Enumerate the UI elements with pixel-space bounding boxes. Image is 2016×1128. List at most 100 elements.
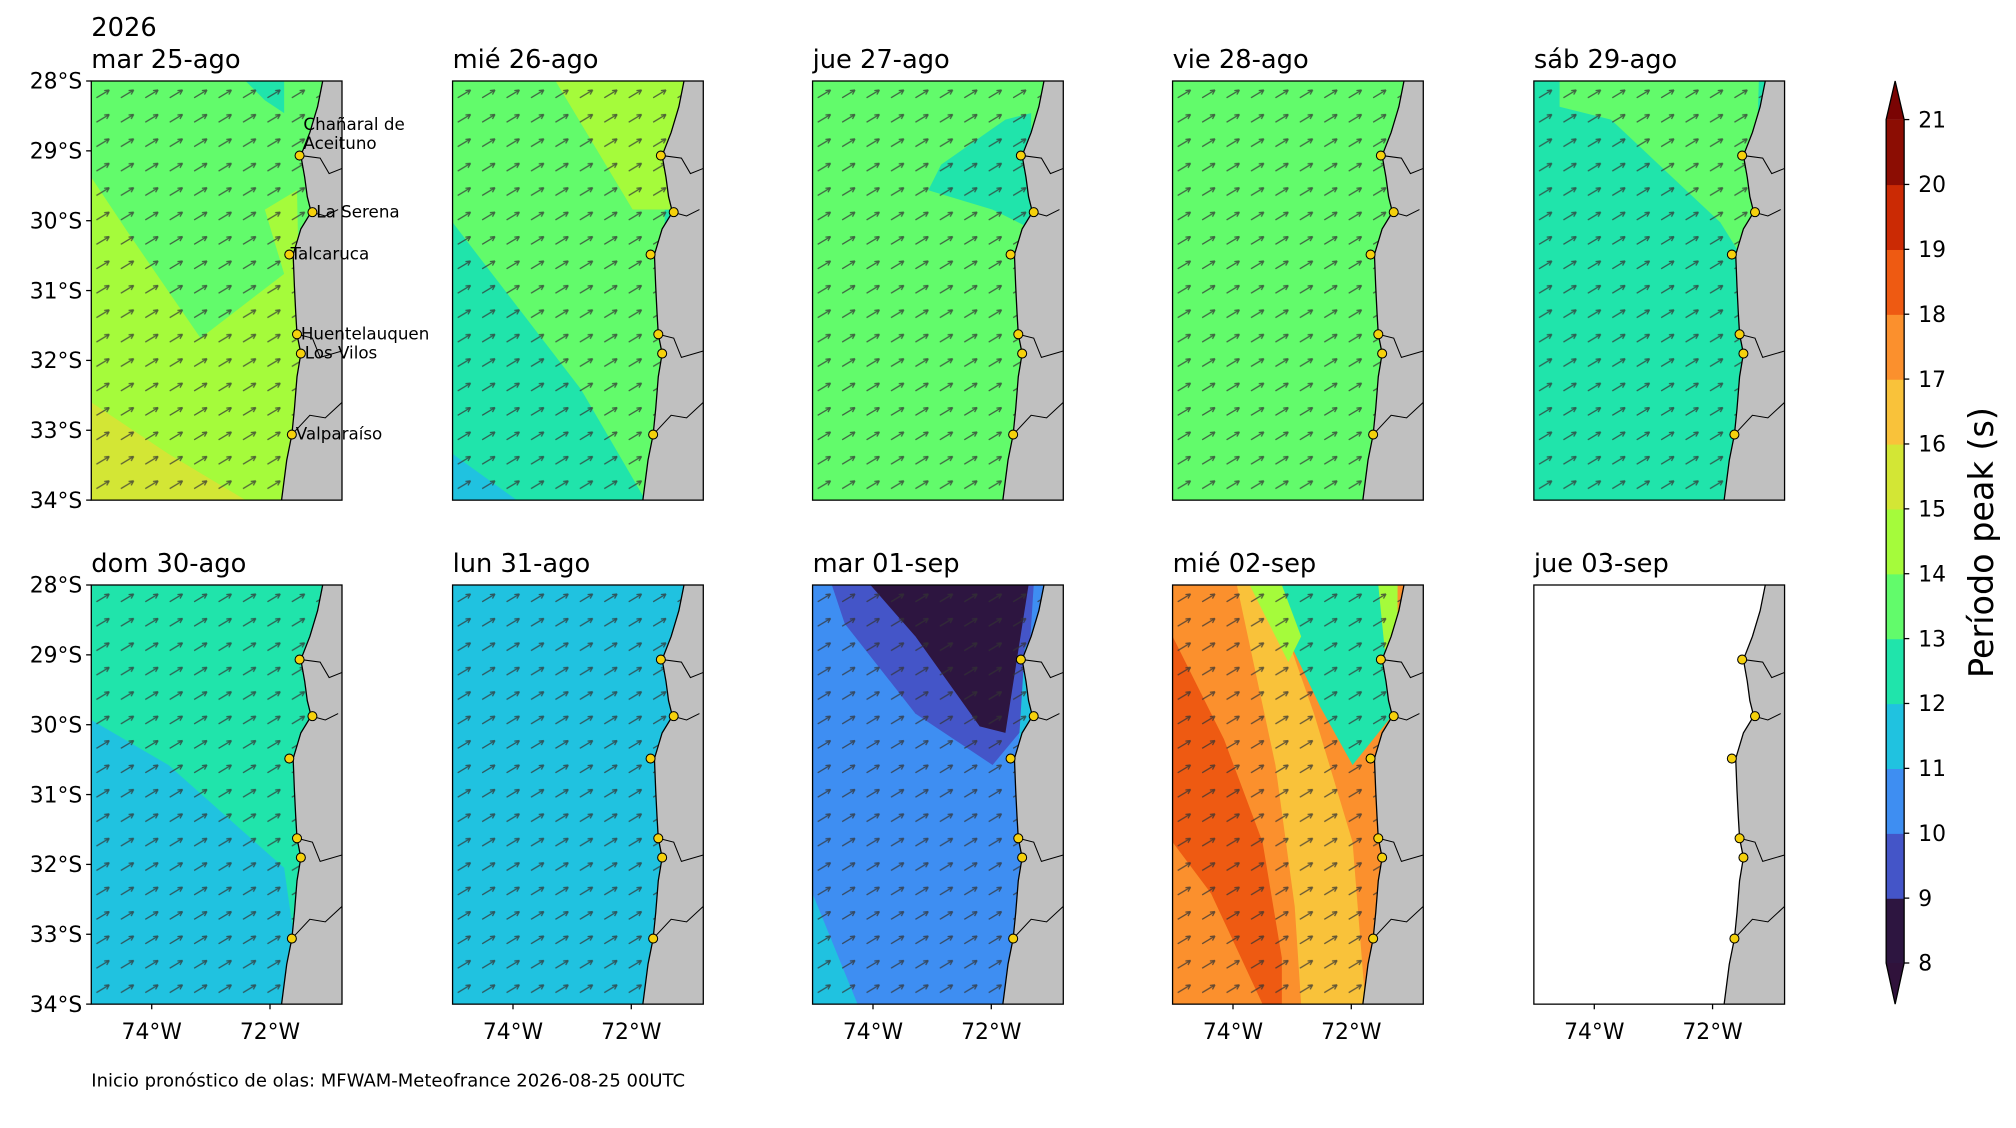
- y-tick-label: 29°S: [30, 644, 83, 669]
- land: [1002, 80, 1064, 501]
- place-label: Chañaral de Aceituno: [303, 115, 405, 155]
- location-marker: [1368, 933, 1379, 944]
- place-label: Valparaíso: [295, 425, 383, 445]
- map-panel: [91, 584, 342, 1005]
- y-tick-label: 28°S: [30, 70, 83, 95]
- location-marker: [1737, 654, 1748, 665]
- region-border: [652, 155, 704, 435]
- x-tick-label: 72°W: [961, 1020, 1021, 1045]
- panel-title: lun 31-ago: [453, 549, 591, 579]
- y-tick-label: 34°S: [30, 993, 83, 1018]
- x-tick-label: 74°W: [843, 1020, 903, 1045]
- location-marker: [1734, 329, 1745, 340]
- map-panel: [1533, 80, 1785, 501]
- colorbar-segment: [1886, 898, 1905, 964]
- region-border: [652, 659, 704, 939]
- y-tick-label: 34°S: [30, 489, 83, 514]
- colorbar-segment: [1886, 249, 1905, 315]
- location-marker: [1365, 249, 1376, 260]
- map-panel: [1172, 80, 1424, 501]
- panel-frame: [811, 584, 1064, 1005]
- colorbar-tick-label: 16: [1918, 433, 1946, 458]
- location-marker: [648, 933, 659, 944]
- location-marker: [294, 150, 305, 161]
- region-border: [1012, 155, 1064, 435]
- colorbar-tick-label: 12: [1918, 692, 1946, 717]
- location-marker: [1028, 207, 1039, 218]
- panel-title: sáb 29-ago: [1534, 45, 1677, 75]
- location-marker: [1749, 711, 1761, 722]
- panel-title: jue 27-ago: [812, 45, 950, 75]
- location-marker: [286, 933, 297, 944]
- location-marker: [1005, 753, 1016, 764]
- location-marker: [291, 329, 303, 340]
- panel-frame: [811, 80, 1064, 501]
- panel-frame: [1533, 80, 1786, 501]
- x-tick-label: 72°W: [1682, 1020, 1742, 1045]
- colorbar-tick-label: 20: [1918, 173, 1946, 198]
- colorbar-segment: [1886, 379, 1905, 445]
- place-label: Los Vilos: [304, 344, 378, 364]
- location-marker: [1737, 150, 1748, 161]
- panel-title: mar 01-sep: [813, 549, 960, 579]
- colorbar-tick-label: 9: [1918, 887, 1932, 912]
- y-tick-label: 32°S: [30, 853, 83, 878]
- colorbar-segment: [1886, 508, 1905, 575]
- location-marker: [1377, 852, 1388, 863]
- colorbar-tick-label: 17: [1918, 368, 1946, 393]
- place-label: Huentelauquen: [300, 325, 430, 345]
- year-label: 2026: [91, 13, 156, 43]
- location-marker: [1375, 654, 1386, 665]
- y-tick-label: 31°S: [30, 783, 83, 808]
- location-marker: [645, 753, 656, 764]
- location-marker: [1365, 753, 1376, 764]
- y-tick-label: 32°S: [30, 349, 83, 374]
- x-tick-label: 72°W: [601, 1020, 661, 1045]
- colorbar-tick-label: 18: [1918, 303, 1946, 328]
- colorbar-segment: [1886, 573, 1905, 640]
- location-marker: [1017, 348, 1028, 359]
- location-marker: [657, 852, 668, 863]
- map-panel: [452, 584, 704, 1005]
- map-panel: [812, 80, 1064, 501]
- location-marker: [1729, 933, 1740, 944]
- footer: Inicio pronóstico de olas: MFWAM-Meteofr…: [91, 1070, 685, 1091]
- region-border: [1734, 155, 1785, 435]
- location-marker: [1013, 833, 1024, 844]
- panel-frame: [1171, 80, 1424, 501]
- location-marker: [1008, 933, 1019, 944]
- y-tick-label: 31°S: [30, 279, 83, 304]
- location-marker: [1005, 249, 1016, 260]
- location-marker: [657, 348, 668, 359]
- land: [281, 584, 342, 1005]
- location-marker: [1749, 207, 1761, 218]
- colorbar-segment: [1886, 768, 1905, 834]
- x-tick-label: 72°W: [240, 1020, 300, 1045]
- colorbar-extend-max: [1886, 80, 1905, 120]
- colorbar-label: Período peak (s): [1962, 407, 2001, 678]
- location-marker: [645, 249, 656, 260]
- y-tick-label: 33°S: [30, 419, 83, 444]
- y-tick-label: 29°S: [30, 140, 83, 165]
- y-tick-label: 33°S: [30, 923, 83, 948]
- colorbar-tick-label: 19: [1918, 238, 1946, 263]
- location-marker: [1015, 150, 1026, 161]
- colorbar-segment: [1886, 443, 1905, 510]
- land: [1002, 584, 1064, 1005]
- colorbar-tick-label: 21: [1918, 108, 1946, 133]
- region-border: [291, 155, 342, 435]
- colorbar-tick-label: 8: [1918, 952, 1932, 977]
- panel-title: vie 28-ago: [1173, 45, 1309, 75]
- location-marker: [295, 852, 306, 863]
- location-marker: [1373, 329, 1384, 340]
- location-marker: [1726, 249, 1737, 260]
- panel-title: mar 25-ago: [91, 45, 240, 75]
- x-tick-label: 74°W: [122, 1020, 182, 1045]
- x-tick-label: 74°W: [483, 1020, 543, 1045]
- land: [1724, 80, 1785, 501]
- location-marker: [284, 249, 295, 260]
- location-marker: [1377, 348, 1388, 359]
- location-marker: [668, 207, 679, 218]
